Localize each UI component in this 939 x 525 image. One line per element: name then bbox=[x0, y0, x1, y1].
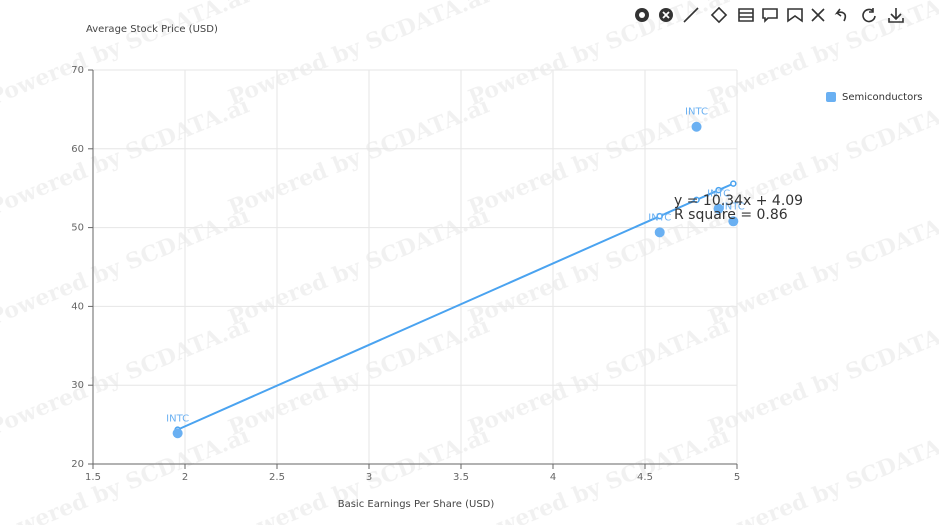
y-tick-label: 60 bbox=[71, 144, 84, 155]
tool-icon[interactable] bbox=[888, 8, 904, 23]
x-axis-title: Basic Earnings Per Share (USD) bbox=[338, 499, 495, 510]
trend-point bbox=[730, 180, 737, 187]
y-tick-label: 70 bbox=[71, 65, 84, 76]
watermark: Powered by SCDATA.ai bbox=[0, 203, 253, 332]
watermark: Powered by SCDATA.ai bbox=[0, 93, 253, 222]
point bbox=[728, 216, 739, 227]
point-label: INTC bbox=[722, 201, 745, 212]
x-tick-label: 1.5 bbox=[85, 472, 101, 483]
watermark: Powered by SCDATA.ai bbox=[225, 313, 493, 442]
trend-point bbox=[656, 212, 663, 220]
watermark: Powered by SCDATA.ai bbox=[465, 0, 733, 111]
watermark: Powered by SCDATA.ai bbox=[465, 313, 733, 442]
tool-icon bbox=[662, 11, 670, 19]
tool-icon[interactable] bbox=[811, 8, 825, 22]
point bbox=[654, 227, 665, 238]
tool-icon[interactable] bbox=[834, 8, 847, 22]
y-tick-label: 20 bbox=[71, 459, 84, 470]
trend-equation: y = 10.34x + 4.09 bbox=[674, 193, 803, 209]
point bbox=[172, 428, 183, 439]
point bbox=[691, 121, 702, 132]
x-tick-label: 3 bbox=[366, 472, 372, 483]
tool-icon[interactable] bbox=[862, 8, 876, 23]
tool-icon[interactable] bbox=[710, 6, 728, 24]
point-label: INTC bbox=[685, 107, 708, 118]
x-tick-label: 5 bbox=[734, 472, 740, 483]
point-label: INTC bbox=[707, 189, 730, 200]
watermark: Powered by SCDATA.ai bbox=[0, 423, 253, 525]
tool-icon[interactable] bbox=[683, 7, 699, 23]
watermark: Powered by SCDATA.ai bbox=[225, 93, 493, 222]
point-label: INTC bbox=[166, 413, 189, 424]
x-tick-label: 2 bbox=[182, 472, 188, 483]
trend-point bbox=[715, 186, 722, 194]
r-square: R square = 0.86 bbox=[674, 207, 788, 223]
trend-point bbox=[693, 196, 700, 204]
point-label: INTC bbox=[648, 212, 671, 223]
legend-swatch bbox=[826, 92, 836, 102]
toolbar[interactable] bbox=[635, 6, 904, 24]
x-tick-label: 4.5 bbox=[637, 472, 653, 483]
watermark: Powered by SCDATA.ai bbox=[225, 203, 493, 332]
x-tick-label: 4 bbox=[550, 472, 556, 483]
watermark: Powered by SCDATA.ai bbox=[705, 313, 939, 442]
watermark: Powered by SCDATA.ai bbox=[0, 0, 253, 111]
x-tick-label: 3.5 bbox=[453, 472, 469, 483]
y-tick-label: 50 bbox=[71, 223, 84, 234]
point bbox=[713, 203, 724, 214]
x-tick-label: 2.5 bbox=[269, 472, 285, 483]
y-tick-label: 40 bbox=[71, 301, 84, 312]
tool-icon[interactable] bbox=[762, 8, 778, 23]
tool-icon[interactable] bbox=[787, 8, 803, 23]
tool-icon bbox=[639, 12, 645, 18]
tool-icon[interactable] bbox=[738, 8, 754, 22]
watermark: Powered by SCDATA.ai bbox=[225, 0, 493, 111]
watermark: Powered by SCDATA.ai bbox=[465, 423, 733, 525]
legend-label: Semiconductors bbox=[842, 92, 923, 103]
y-tick-label: 30 bbox=[71, 380, 84, 391]
watermark: Powered by SCDATA.ai bbox=[0, 313, 253, 442]
y-axis-title: Average Stock Price (USD) bbox=[86, 24, 218, 35]
